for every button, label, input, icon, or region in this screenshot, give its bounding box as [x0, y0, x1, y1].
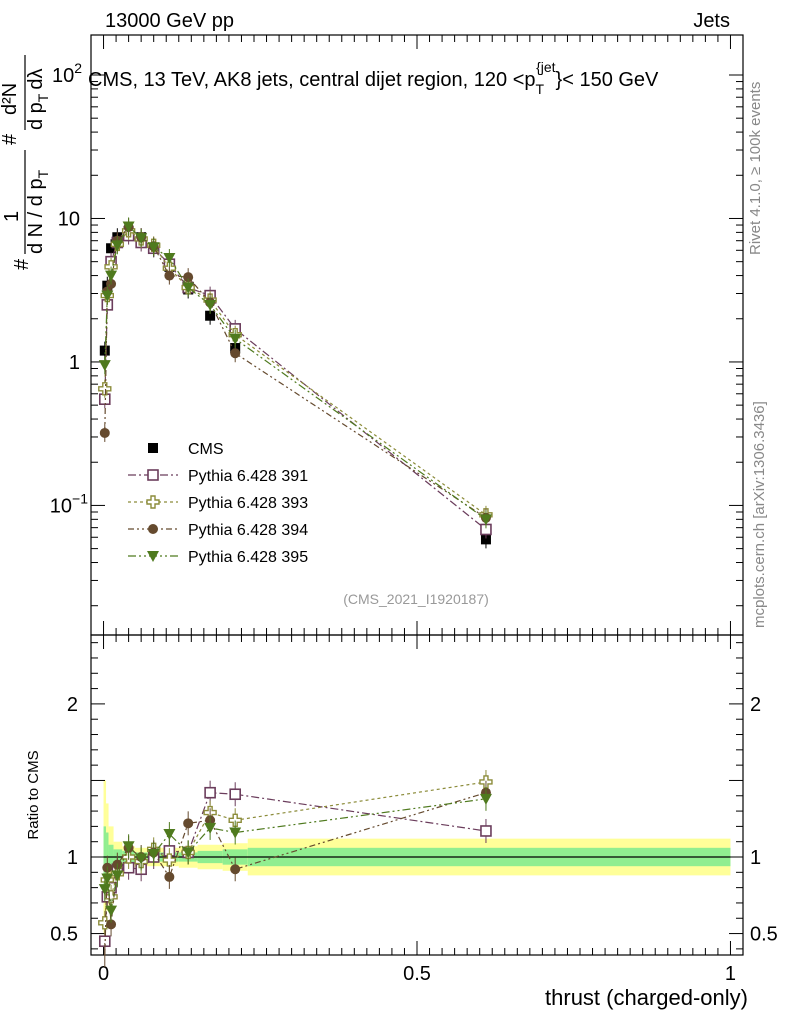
ratio-series-3 [98, 786, 492, 923]
ylabel-hash: # [11, 258, 33, 270]
legend: CMS Pythia 6.428 391 Pythia 6.428 393 Pythi… [128, 441, 308, 566]
ratio-data-point [163, 829, 176, 841]
rivet-label: Rivet 4.1.0, ≥ 100k events [747, 82, 764, 255]
legend-label: Pythia 6.428 395 [188, 549, 308, 566]
title-text: CMS, 13 TeV, AK8 jets, central dijet reg… [88, 69, 536, 91]
ratio-plot-frame [90, 634, 744, 956]
data-point [99, 427, 110, 438]
ratio-data-point [480, 825, 492, 837]
xlabel: thrust (charged-only) [545, 985, 748, 1010]
ratio-data-point [229, 788, 241, 801]
ratio-data-point [162, 853, 177, 867]
legend-marker [147, 551, 159, 562]
title-sub: T [536, 81, 545, 97]
data-point [101, 290, 114, 302]
ratio-series-line [104, 798, 487, 911]
y-tick-label: 102 [52, 60, 82, 87]
title-end: }< 150 GeV [556, 69, 660, 91]
x-tick-label: 0.5 [403, 963, 431, 985]
legend-marker [148, 443, 158, 453]
ratio-data-point [230, 864, 241, 875]
ratio-y-tick-label-right: 1 [750, 847, 761, 869]
ylabel-frac2-num: d²N [0, 83, 21, 115]
ylabel-frac2-den: d pTdλ [25, 69, 51, 131]
ylabel-hash2: # [0, 133, 21, 145]
legend-entry: Pythia 6.428 391 [128, 468, 308, 485]
legend-marker [146, 495, 160, 509]
ratio-data-point [106, 919, 117, 930]
legend-entry: Pythia 6.428 394 [128, 522, 308, 539]
data-point [230, 348, 241, 359]
ratio-y-tick-label-right: 0.5 [750, 924, 778, 946]
legend-entry: CMS [148, 441, 224, 458]
legend-marker [147, 469, 159, 481]
main-ylabel: # 1 d N / d pT # d²N d pTdλ [0, 55, 51, 270]
title-sup: {jet [536, 59, 556, 75]
data-point [122, 221, 135, 233]
ylabel-den: d N / d pT [25, 169, 51, 254]
data-point [99, 345, 110, 356]
ratio-data-point [122, 841, 135, 853]
x-tick-label: 0 [98, 963, 109, 985]
ylabel-num: 1 [1, 211, 23, 222]
header-left-label: 13000 GeV pp [105, 10, 234, 32]
ratio-data-point [101, 873, 114, 885]
ratio-data-point [147, 848, 160, 860]
legend-label: CMS [188, 441, 224, 458]
x-tick-label: 1 [725, 963, 736, 985]
series-4 [98, 217, 492, 529]
data-point [105, 270, 118, 282]
y-tick-label: 10 [58, 208, 80, 230]
legend-marker [148, 524, 158, 534]
main-plot-frame [90, 34, 744, 636]
ratio-data-point [479, 793, 492, 805]
ratio-data-point [182, 847, 195, 859]
data-point [479, 514, 492, 526]
data-point [183, 272, 194, 283]
data-point [182, 282, 195, 294]
legend-entry: Pythia 6.428 393 [128, 495, 308, 512]
ratio-data-point [228, 813, 242, 827]
analysis-watermark: (CMS_2021_I1920187) [343, 591, 489, 607]
data-point [98, 360, 111, 372]
data-point [147, 242, 160, 254]
data-point [98, 382, 112, 396]
axes: 0 0.5 1 10−1 1 10 102 0.5 0.5 1 1 2 2 [50, 35, 778, 985]
main-series-layer [98, 217, 493, 549]
main-title: CMS, 13 TeV, AK8 jets, central dijet reg… [88, 59, 659, 97]
ratio-data-point [229, 827, 242, 839]
ratio-y-tick-label: 1 [67, 847, 78, 869]
data-point [480, 534, 491, 545]
ratio-data-point [204, 822, 217, 834]
ratio-y-tick-label: 2 [67, 694, 78, 716]
legend-label: Pythia 6.428 393 [188, 495, 308, 512]
ratio-data-point [135, 853, 148, 865]
data-point [111, 240, 124, 252]
ratio-data-point [183, 818, 194, 829]
ratio-data-point [164, 871, 175, 882]
ratio-data-point [105, 905, 118, 917]
data-point [229, 333, 242, 345]
legend-entry: Pythia 6.428 395 [128, 549, 308, 566]
data-point [205, 310, 216, 321]
ratio-ylabel: Ratio to CMS [25, 750, 42, 839]
mcplots-label: mcplots.cern.ch [arXiv:1306.3436] [751, 401, 768, 628]
ratio-data-point [111, 870, 124, 882]
ratio-y-tick-label-right: 2 [750, 694, 761, 716]
data-point [106, 243, 117, 254]
ratio-data-point [204, 786, 216, 799]
header-right-label: Jets [693, 10, 730, 32]
data-point [135, 233, 148, 245]
data-point [163, 253, 176, 265]
legend-label: Pythia 6.428 394 [188, 522, 308, 539]
legend-label: Pythia 6.428 391 [188, 468, 308, 485]
data-point [204, 299, 217, 311]
y-tick-label: 10−1 [50, 490, 88, 517]
y-tick-label: 1 [69, 352, 80, 374]
ratio-series-layer [98, 769, 493, 967]
ratio-data-point [98, 916, 112, 930]
ratio-y-tick-label: 0.5 [50, 924, 78, 946]
data-point [164, 270, 175, 281]
